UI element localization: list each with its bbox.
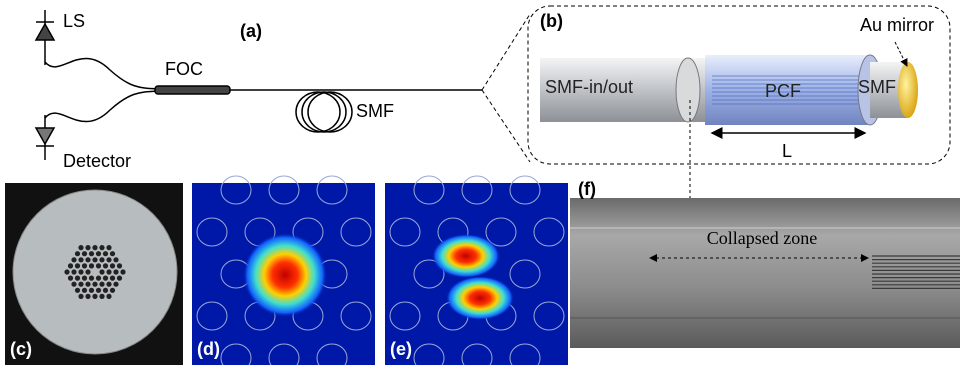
air-hole: [82, 276, 87, 281]
air-hole: [99, 282, 104, 287]
air-hole: [99, 294, 104, 299]
air-hole: [71, 269, 76, 274]
air-hole: [113, 269, 118, 274]
air-hole: [85, 257, 90, 262]
panel-f: [570, 198, 960, 348]
air-hole: [110, 263, 115, 268]
air-hole: [106, 269, 111, 274]
air-hole: [85, 282, 90, 287]
pcf-label: PCF: [765, 81, 801, 101]
air-hole: [89, 263, 94, 268]
fiber-end: [676, 58, 700, 122]
air-hole: [113, 257, 118, 262]
air-hole: [96, 288, 101, 293]
air-hole: [75, 288, 80, 293]
fundamental-mode: [243, 233, 327, 317]
coupler-label: FOC: [165, 59, 203, 79]
air-hole: [68, 276, 73, 281]
panel-label: (d): [197, 339, 220, 359]
panel-a: [36, 10, 530, 162]
panel-label: (e): [390, 339, 412, 359]
panel-label: (c): [10, 339, 32, 359]
air-hole: [113, 282, 118, 287]
gold-mirror: [898, 62, 918, 118]
end-fiber-label: SMF: [858, 77, 896, 97]
air-hole: [75, 263, 80, 268]
air-hole: [99, 269, 104, 274]
panel-b: [540, 42, 918, 210]
air-hole: [75, 276, 80, 281]
air-hole: [110, 276, 115, 281]
air-hole: [92, 257, 97, 262]
air-hole: [64, 269, 69, 274]
air-hole: [85, 245, 90, 250]
detector-label: Detector: [63, 151, 131, 171]
air-hole: [92, 294, 97, 299]
coupler: [155, 86, 230, 94]
zoom-line: [482, 14, 530, 90]
panel-label: (b): [540, 11, 563, 31]
air-hole: [106, 257, 111, 262]
air-hole: [71, 257, 76, 262]
air-hole: [96, 263, 101, 268]
air-hole: [78, 282, 83, 287]
air-hole: [106, 282, 111, 287]
air-hole: [103, 276, 108, 281]
length-label: L: [782, 141, 792, 161]
air-hole: [103, 251, 108, 256]
air-hole: [103, 263, 108, 268]
mirror-label: Au mirror: [860, 15, 934, 35]
zoom-line: [482, 90, 530, 162]
fiber-arm: [45, 58, 158, 89]
mode-lobe: [446, 276, 514, 320]
laser-label: LS: [63, 11, 85, 31]
air-hole: [78, 269, 83, 274]
zone-label: Collapsed zone: [707, 228, 817, 248]
air-hole: [110, 251, 115, 256]
fiber-label: SMF: [356, 101, 394, 121]
air-hole: [82, 251, 87, 256]
air-hole: [75, 251, 80, 256]
air-hole: [71, 282, 76, 287]
air-hole: [78, 245, 83, 250]
air-hole: [99, 245, 104, 250]
air-hole: [89, 251, 94, 256]
air-hole: [82, 288, 87, 293]
air-hole: [96, 276, 101, 281]
air-hole: [78, 257, 83, 262]
air-hole: [110, 288, 115, 293]
air-hole: [85, 269, 90, 274]
air-hole: [92, 282, 97, 287]
air-hole: [99, 257, 104, 262]
laser-diode: [36, 24, 54, 40]
air-hole: [89, 288, 94, 293]
air-hole: [117, 263, 122, 268]
air-hole: [89, 276, 94, 281]
fiber-cross-section: [13, 190, 177, 354]
air-hole: [103, 288, 108, 293]
air-hole: [106, 245, 111, 250]
air-hole: [68, 263, 73, 268]
air-hole: [96, 251, 101, 256]
air-hole: [120, 269, 125, 274]
air-hole: [92, 245, 97, 250]
fiber-arm: [45, 91, 158, 122]
air-hole: [117, 276, 122, 281]
panel-label: (a): [240, 21, 262, 41]
input-fiber-label: SMF-in/out: [545, 77, 633, 97]
detector-diode: [36, 128, 54, 144]
air-hole: [85, 294, 90, 299]
air-hole: [106, 294, 111, 299]
panel-label: (f): [578, 179, 596, 199]
figure: LS Detector FOC SMF (a) SMF-in/out PCF S…: [0, 0, 960, 365]
air-hole: [82, 263, 87, 268]
mode-lobe: [432, 234, 500, 278]
air-hole: [78, 294, 83, 299]
